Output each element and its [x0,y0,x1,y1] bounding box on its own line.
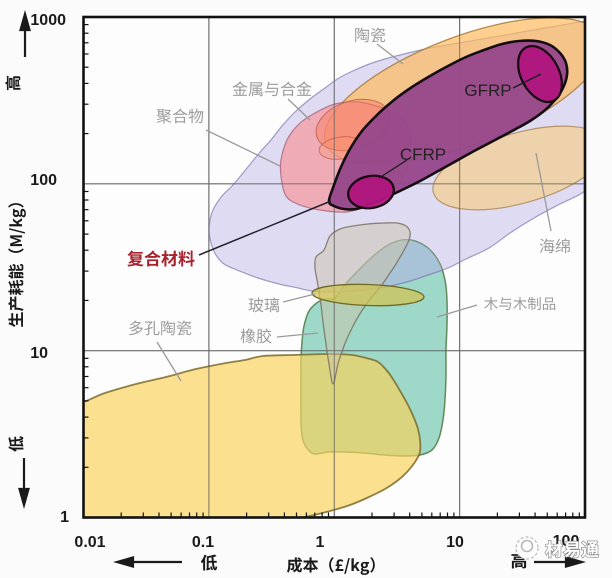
svg-text:CFRP: CFRP [400,145,446,164]
svg-text:1: 1 [60,509,69,526]
svg-text:10: 10 [30,345,48,362]
svg-text:1000: 1000 [30,12,66,29]
svg-text:1: 1 [316,534,325,551]
svg-text:0.1: 0.1 [192,534,214,551]
svg-text:GFRP: GFRP [464,81,511,100]
svg-text:10: 10 [446,534,464,551]
svg-text:100: 100 [30,172,57,189]
svg-text:0.01: 0.01 [74,534,105,551]
